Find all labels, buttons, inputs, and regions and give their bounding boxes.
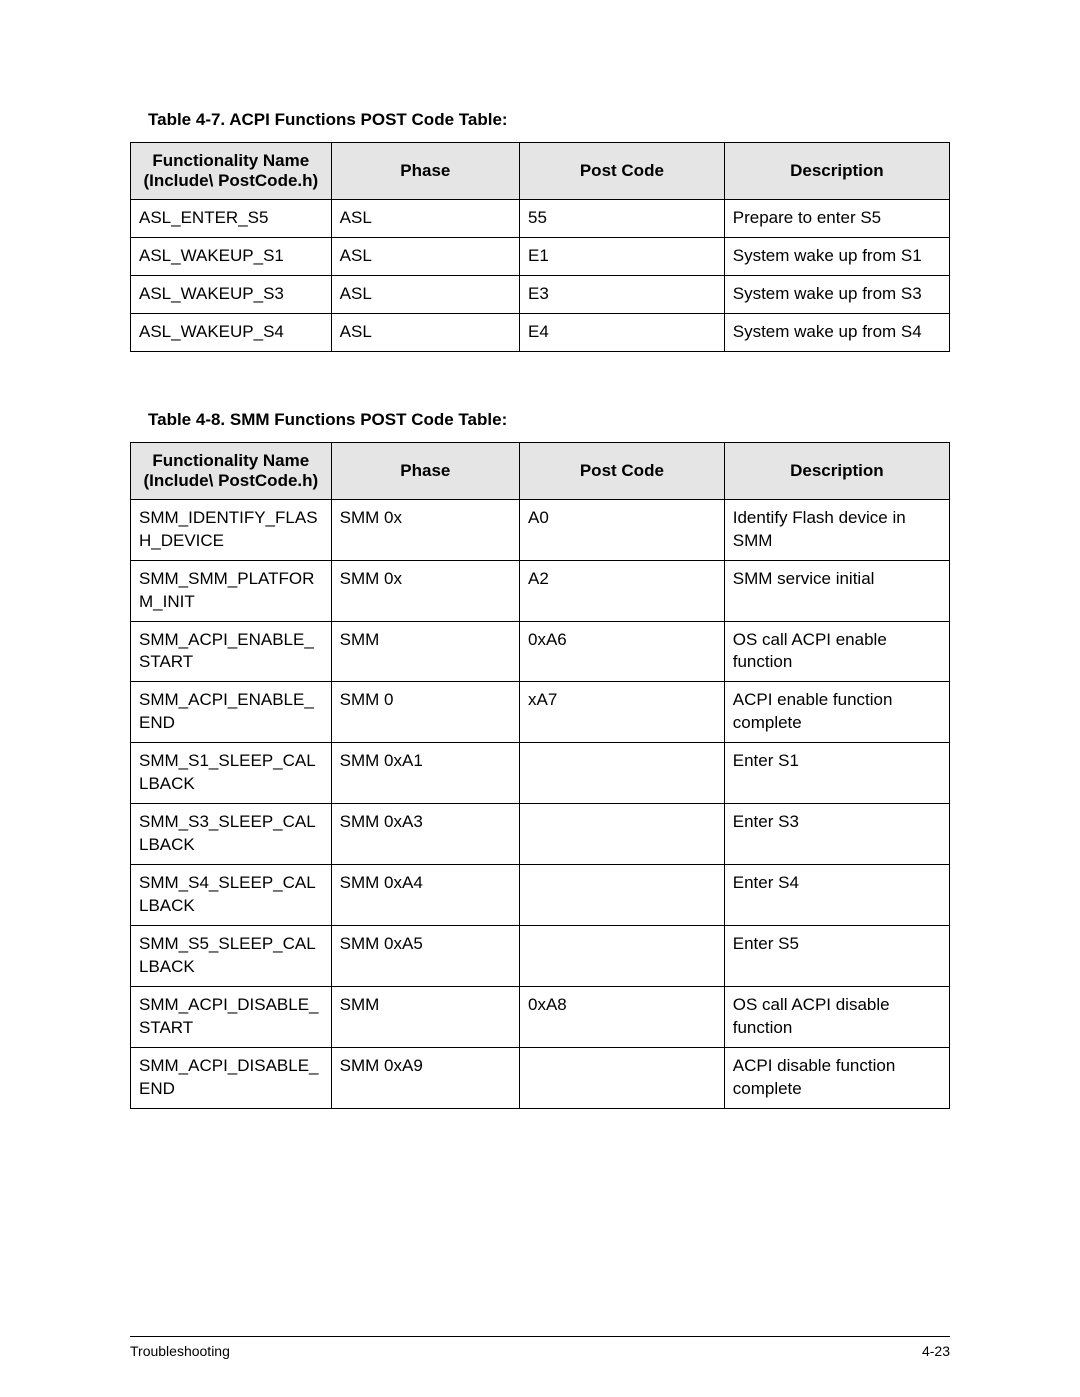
cell-code: A0 — [520, 499, 725, 560]
cell-phase: ASL — [331, 200, 519, 238]
cell-desc: Enter S5 — [724, 925, 949, 986]
cell-desc: SMM service initial — [724, 560, 949, 621]
cell-func: ASL_WAKEUP_S4 — [131, 313, 332, 351]
cell-desc: OS call ACPI disable function — [724, 986, 949, 1047]
cell-code: A2 — [520, 560, 725, 621]
cell-func: SMM_SMM_PLATFORM_INIT — [131, 560, 332, 621]
table-row: SMM_ACPI_ENABLE_START SMM 0xA6 OS call A… — [131, 621, 950, 682]
cell-desc: System wake up from S3 — [724, 275, 949, 313]
table2-caption: Table 4-8. SMM Functions POST Code Table… — [148, 410, 950, 430]
cell-phase: SMM 0xA4 — [331, 865, 519, 926]
footer-right: 4-23 — [922, 1343, 950, 1359]
table1-col-func: Functionality Name (Include\ PostCode.h) — [131, 143, 332, 200]
cell-func: SMM_ACPI_DISABLE_END — [131, 1047, 332, 1108]
table-row: ASL_WAKEUP_S3 ASL E3 System wake up from… — [131, 275, 950, 313]
table1-col-code: Post Code — [520, 143, 725, 200]
table1-col-desc: Description — [724, 143, 949, 200]
cell-phase: SMM 0 — [331, 682, 519, 743]
table-row: SMM_SMM_PLATFORM_INIT SMM 0x A2 SMM serv… — [131, 560, 950, 621]
cell-desc: System wake up from S1 — [724, 237, 949, 275]
cell-phase: SMM 0xA5 — [331, 925, 519, 986]
table-row: SMM_ACPI_ENABLE_END SMM 0 xA7 ACPI enabl… — [131, 682, 950, 743]
table2-col-func: Functionality Name (Include\ PostCode.h) — [131, 442, 332, 499]
cell-desc: Enter S3 — [724, 804, 949, 865]
cell-phase: ASL — [331, 313, 519, 351]
cell-code: 0xA6 — [520, 621, 725, 682]
cell-code — [520, 1047, 725, 1108]
cell-func: ASL_WAKEUP_S3 — [131, 275, 332, 313]
table-row: SMM_S4_SLEEP_CALLBACK SMM 0xA4 Enter S4 — [131, 865, 950, 926]
table-row: SMM_S5_SLEEP_CALLBACK SMM 0xA5 Enter S5 — [131, 925, 950, 986]
cell-code: 0xA8 — [520, 986, 725, 1047]
cell-phase: SMM — [331, 621, 519, 682]
cell-phase: ASL — [331, 237, 519, 275]
cell-code: 55 — [520, 200, 725, 238]
table2-header: Functionality Name (Include\ PostCode.h)… — [131, 442, 950, 499]
cell-desc: Enter S4 — [724, 865, 949, 926]
table-row: SMM_ACPI_DISABLE_START SMM 0xA8 OS call … — [131, 986, 950, 1047]
cell-phase: ASL — [331, 275, 519, 313]
cell-code — [520, 925, 725, 986]
cell-code — [520, 865, 725, 926]
cell-func: SMM_ACPI_ENABLE_END — [131, 682, 332, 743]
cell-code — [520, 743, 725, 804]
cell-code: E1 — [520, 237, 725, 275]
table-row: ASL_WAKEUP_S4 ASL E4 System wake up from… — [131, 313, 950, 351]
cell-func: SMM_S3_SLEEP_CALLBACK — [131, 804, 332, 865]
table-row: SMM_S3_SLEEP_CALLBACK SMM 0xA3 Enter S3 — [131, 804, 950, 865]
table-row: SMM_IDENTIFY_FLASH_DEVICE SMM 0x A0 Iden… — [131, 499, 950, 560]
table-row: SMM_ACPI_DISABLE_END SMM 0xA9 ACPI disab… — [131, 1047, 950, 1108]
cell-desc: OS call ACPI enable function — [724, 621, 949, 682]
cell-func: SMM_ACPI_ENABLE_START — [131, 621, 332, 682]
cell-desc: ACPI disable function complete — [724, 1047, 949, 1108]
cell-desc: Prepare to enter S5 — [724, 200, 949, 238]
table2-col-desc: Description — [724, 442, 949, 499]
table1-caption: Table 4-7. ACPI Functions POST Code Tabl… — [148, 110, 950, 130]
table1-header: Functionality Name (Include\ PostCode.h)… — [131, 143, 950, 200]
cell-func: SMM_S1_SLEEP_CALLBACK — [131, 743, 332, 804]
cell-desc: ACPI enable function complete — [724, 682, 949, 743]
cell-func: ASL_WAKEUP_S1 — [131, 237, 332, 275]
page-footer: Troubleshooting 4-23 — [130, 1336, 950, 1359]
table-row: SMM_S1_SLEEP_CALLBACK SMM 0xA1 Enter S1 — [131, 743, 950, 804]
table-row: ASL_ENTER_S5 ASL 55 Prepare to enter S5 — [131, 200, 950, 238]
table-row: ASL_WAKEUP_S1 ASL E1 System wake up from… — [131, 237, 950, 275]
cell-code: xA7 — [520, 682, 725, 743]
cell-desc: Identify Flash device in SMM — [724, 499, 949, 560]
cell-code — [520, 804, 725, 865]
table1-col-phase: Phase — [331, 143, 519, 200]
table2: Functionality Name (Include\ PostCode.h)… — [130, 442, 950, 1109]
document-page: Table 4-7. ACPI Functions POST Code Tabl… — [0, 0, 1080, 1397]
table1: Functionality Name (Include\ PostCode.h)… — [130, 142, 950, 352]
cell-code: E4 — [520, 313, 725, 351]
cell-phase: SMM 0xA9 — [331, 1047, 519, 1108]
cell-func: SMM_ACPI_DISABLE_START — [131, 986, 332, 1047]
cell-func: ASL_ENTER_S5 — [131, 200, 332, 238]
cell-phase: SMM — [331, 986, 519, 1047]
cell-func: SMM_IDENTIFY_FLASH_DEVICE — [131, 499, 332, 560]
cell-phase: SMM 0x — [331, 560, 519, 621]
cell-phase: SMM 0xA1 — [331, 743, 519, 804]
cell-func: SMM_S5_SLEEP_CALLBACK — [131, 925, 332, 986]
cell-desc: Enter S1 — [724, 743, 949, 804]
cell-phase: SMM 0xA3 — [331, 804, 519, 865]
cell-func: SMM_S4_SLEEP_CALLBACK — [131, 865, 332, 926]
cell-phase: SMM 0x — [331, 499, 519, 560]
table2-col-phase: Phase — [331, 442, 519, 499]
footer-left: Troubleshooting — [130, 1343, 230, 1359]
cell-code: E3 — [520, 275, 725, 313]
cell-desc: System wake up from S4 — [724, 313, 949, 351]
table2-col-code: Post Code — [520, 442, 725, 499]
